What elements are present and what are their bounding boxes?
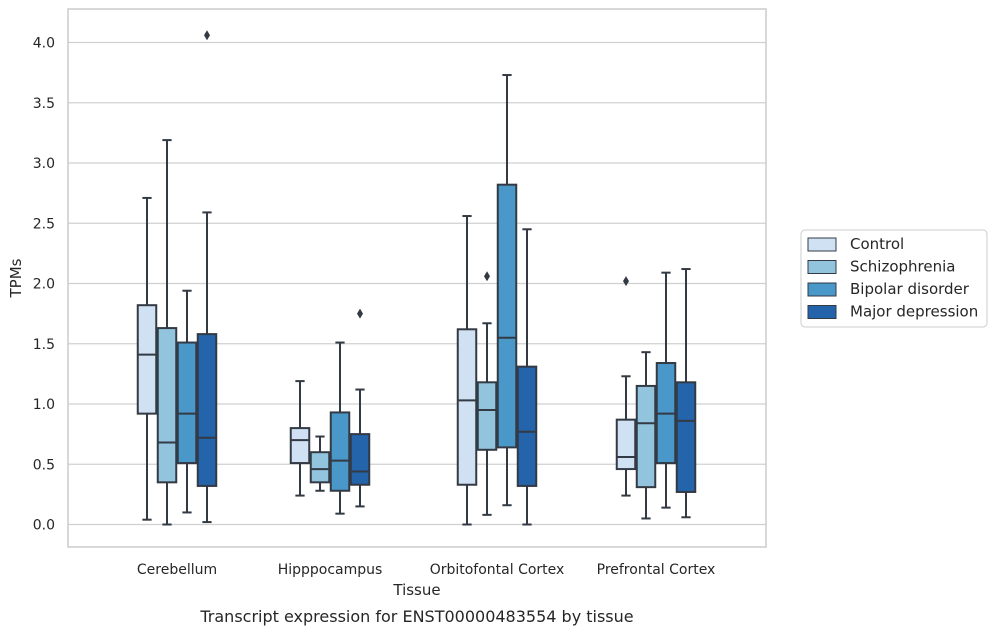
boxes — [136, 30, 697, 526]
box-body — [349, 433, 371, 486]
y-tick-label: 1.0 — [33, 397, 55, 413]
x-tick-label: Prefrontal Cortex — [597, 562, 716, 578]
box-major-depression — [675, 268, 697, 519]
box-body — [156, 327, 178, 484]
box-body — [196, 333, 218, 487]
legend-swatch — [807, 237, 837, 252]
box-body — [309, 451, 331, 484]
box-body — [476, 381, 498, 451]
plot-frame — [67, 8, 767, 548]
y-tick-label: 2.0 — [33, 277, 55, 293]
y-axis-ticks: 0.0 0.5 1.0 1.5 2.0 2.5 3.0 3.5 4.0 — [33, 36, 55, 534]
box-schizophrenia — [156, 139, 178, 526]
outlier-point — [484, 271, 490, 282]
box-body — [289, 427, 311, 465]
box-body — [456, 328, 478, 486]
outlier-point — [357, 308, 363, 319]
box-control — [456, 215, 478, 526]
box-body — [496, 183, 518, 449]
box-body — [329, 411, 351, 492]
box-control — [289, 380, 311, 497]
legend-label: Control — [850, 235, 904, 253]
x-tick-label: Orbitofontal Cortex — [430, 562, 565, 578]
box-major-depression — [196, 30, 218, 524]
y-tick-label: 3.5 — [33, 96, 55, 112]
box-major-depression — [516, 228, 538, 526]
x-tick-label: Hipppocampus — [278, 562, 383, 578]
legend-label: Schizophrenia — [850, 258, 955, 276]
legend: Control Schizophrenia Bipolar disorder Majo… — [800, 229, 988, 328]
box-major-depression — [349, 308, 371, 508]
y-tick-label: 2.5 — [33, 216, 55, 232]
x-tick-label: Cerebellum — [137, 562, 217, 578]
outlier-point — [204, 30, 210, 41]
x-axis-ticks: Cerebellum Hipppocampus Orbitofontal Corte… — [137, 562, 715, 578]
box-body — [675, 381, 697, 493]
legend-swatch — [807, 282, 837, 297]
box-bipolar-disorder — [655, 271, 677, 509]
outlier-point — [623, 276, 629, 287]
x-axis-label: Tissue — [392, 581, 440, 599]
box-body — [635, 384, 657, 489]
box-schizophrenia — [635, 351, 657, 520]
legend-frame — [800, 229, 988, 328]
y-tick-label: 1.5 — [33, 337, 55, 353]
legend-swatch — [807, 260, 837, 274]
box-schizophrenia — [309, 435, 331, 492]
legend-label: Major depression — [850, 303, 978, 321]
box-control — [136, 196, 158, 521]
y-tick-label: 0.0 — [33, 518, 55, 534]
y-tick-label: 4.0 — [33, 36, 55, 52]
box-body — [615, 418, 637, 471]
box-bipolar-disorder — [176, 289, 198, 514]
box-control — [615, 276, 637, 497]
chart-caption: Transcript expression for ENST0000048355… — [199, 607, 633, 626]
y-tick-label: 0.5 — [33, 457, 55, 473]
box-bipolar-disorder — [329, 341, 351, 515]
box-body — [176, 341, 198, 465]
y-axis-label: TPMs — [7, 258, 25, 298]
box-schizophrenia — [476, 271, 498, 516]
legend-swatch — [807, 305, 837, 319]
box-body — [516, 365, 538, 487]
box-bipolar-disorder — [496, 74, 518, 507]
y-tick-label: 3.0 — [33, 156, 55, 172]
box-body — [136, 304, 158, 415]
legend-label: Bipolar disorder — [850, 280, 970, 298]
